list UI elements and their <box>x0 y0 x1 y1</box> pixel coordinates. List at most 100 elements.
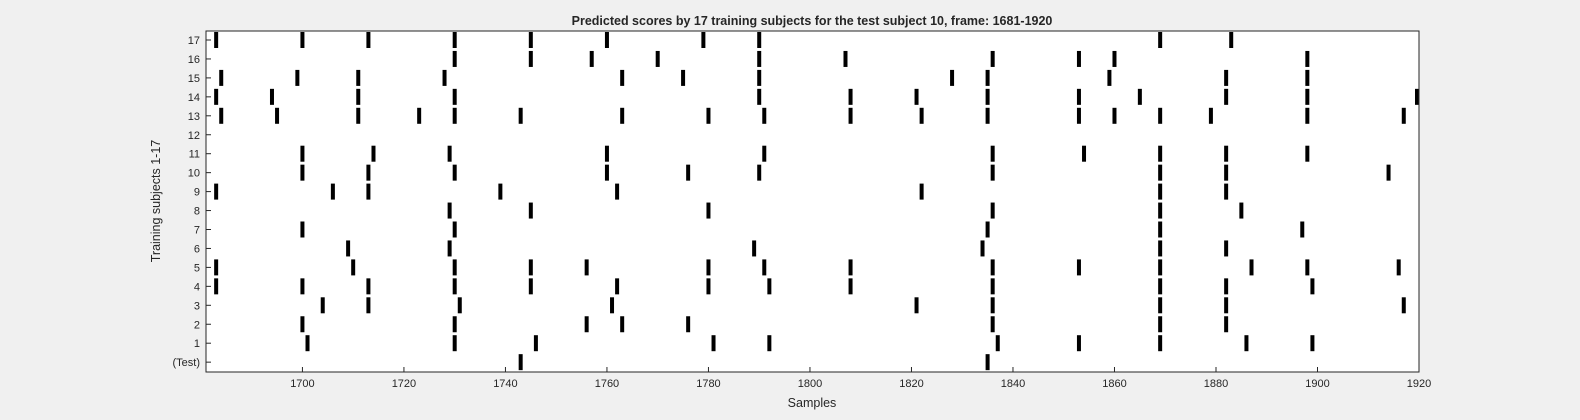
raster-mark <box>300 316 305 333</box>
raster-mark <box>447 240 452 257</box>
y-tick-label: 8 <box>194 206 200 218</box>
raster-mark <box>1305 259 1310 276</box>
raster-mark <box>275 107 280 124</box>
y-axis-ticks: 17 16 15 14 13 12 11 10 9 8 7 6 5 4 3 2 1 (Test) <box>173 35 211 369</box>
raster-mark <box>711 335 716 352</box>
raster-mark <box>452 335 457 352</box>
raster-mark <box>356 88 361 105</box>
y-tick-label: 13 <box>188 111 200 123</box>
raster-mark <box>528 278 533 295</box>
y-tick-label: 16 <box>188 54 200 66</box>
raster-mark <box>655 50 660 67</box>
raster-mark <box>1224 69 1229 86</box>
raster-mark <box>985 69 990 86</box>
raster-mark <box>848 278 853 295</box>
raster-mark <box>366 32 371 48</box>
raster-mark <box>1137 88 1142 105</box>
raster-mark <box>604 164 609 181</box>
raster-mark <box>452 221 457 238</box>
raster-mark <box>214 183 219 200</box>
raster-mark <box>1158 107 1163 124</box>
raster-mark <box>990 259 995 276</box>
raster-mark <box>1076 259 1081 276</box>
x-tick-label: 1800 <box>798 378 822 390</box>
raster-mark <box>950 69 955 86</box>
raster-mark <box>1082 145 1087 162</box>
raster-mark <box>356 107 361 124</box>
raster-mark <box>1310 278 1315 295</box>
x-axis-label: Samples <box>788 396 837 410</box>
raster-mark <box>518 354 523 371</box>
raster-mark <box>985 221 990 238</box>
raster-mark <box>1305 50 1310 67</box>
raster-mark <box>1229 32 1234 48</box>
raster-mark <box>686 164 691 181</box>
raster-mark <box>1076 50 1081 67</box>
raster-mark <box>1158 240 1163 257</box>
raster-mark <box>706 107 711 124</box>
y-tick-label: 2 <box>194 319 200 331</box>
raster-mark <box>990 145 995 162</box>
raster-mark <box>452 50 457 67</box>
x-tick-label: 1860 <box>1102 378 1126 390</box>
y-tick-label: 6 <box>194 243 200 255</box>
raster-mark <box>848 88 853 105</box>
raster-mark <box>214 278 219 295</box>
raster-mark <box>604 32 609 48</box>
raster-mark <box>452 316 457 333</box>
raster-mark <box>366 164 371 181</box>
raster-mark <box>457 297 462 314</box>
raster-mark <box>681 69 686 86</box>
raster-mark <box>1305 69 1310 86</box>
raster-mark <box>1249 259 1254 276</box>
raster-mark <box>452 32 457 48</box>
raster-mark <box>452 88 457 105</box>
raster-mark <box>990 316 995 333</box>
raster-mark <box>757 32 762 48</box>
raster-mark <box>1224 88 1229 105</box>
raster-mark <box>295 69 300 86</box>
raster-mark <box>528 259 533 276</box>
raster-mark <box>990 50 995 67</box>
raster-mark <box>1158 164 1163 181</box>
raster-mark <box>1158 202 1163 219</box>
plot-area <box>206 31 1419 372</box>
raster-mark <box>1305 88 1310 105</box>
raster-mark <box>447 202 452 219</box>
raster-mark <box>442 69 447 86</box>
raster-mark <box>305 335 310 352</box>
y-tick-label: 5 <box>194 262 200 274</box>
raster-mark <box>1310 335 1315 352</box>
raster-mark <box>1158 278 1163 295</box>
raster-mark <box>584 316 589 333</box>
raster-mark <box>1112 107 1117 124</box>
raster-marks <box>214 32 1419 371</box>
raster-mark <box>452 164 457 181</box>
raster-mark <box>620 316 625 333</box>
raster-mark <box>330 183 335 200</box>
raster-mark <box>1224 297 1229 314</box>
raster-mark <box>371 145 376 162</box>
raster-mark <box>752 240 757 257</box>
raster-mark <box>214 259 219 276</box>
raster-mark <box>610 297 615 314</box>
raster-mark <box>757 164 762 181</box>
raster-mark <box>990 202 995 219</box>
raster-mark <box>604 145 609 162</box>
x-tick-label: 1920 <box>1407 378 1431 390</box>
y-tick-label: 12 <box>188 130 200 142</box>
plot-border <box>205 30 1420 373</box>
raster-mark <box>528 50 533 67</box>
raster-mark <box>919 107 924 124</box>
raster-mark <box>219 69 224 86</box>
raster-mark <box>1305 145 1310 162</box>
raster-mark <box>1224 145 1229 162</box>
x-tick-label: 1900 <box>1305 378 1329 390</box>
raster-mark <box>1224 183 1229 200</box>
y-tick-label: 4 <box>194 281 200 293</box>
raster-mark <box>1401 297 1406 314</box>
raster-mark <box>848 107 853 124</box>
x-tick-label: 1820 <box>899 378 923 390</box>
raster-mark <box>589 50 594 67</box>
raster-mark <box>620 107 625 124</box>
